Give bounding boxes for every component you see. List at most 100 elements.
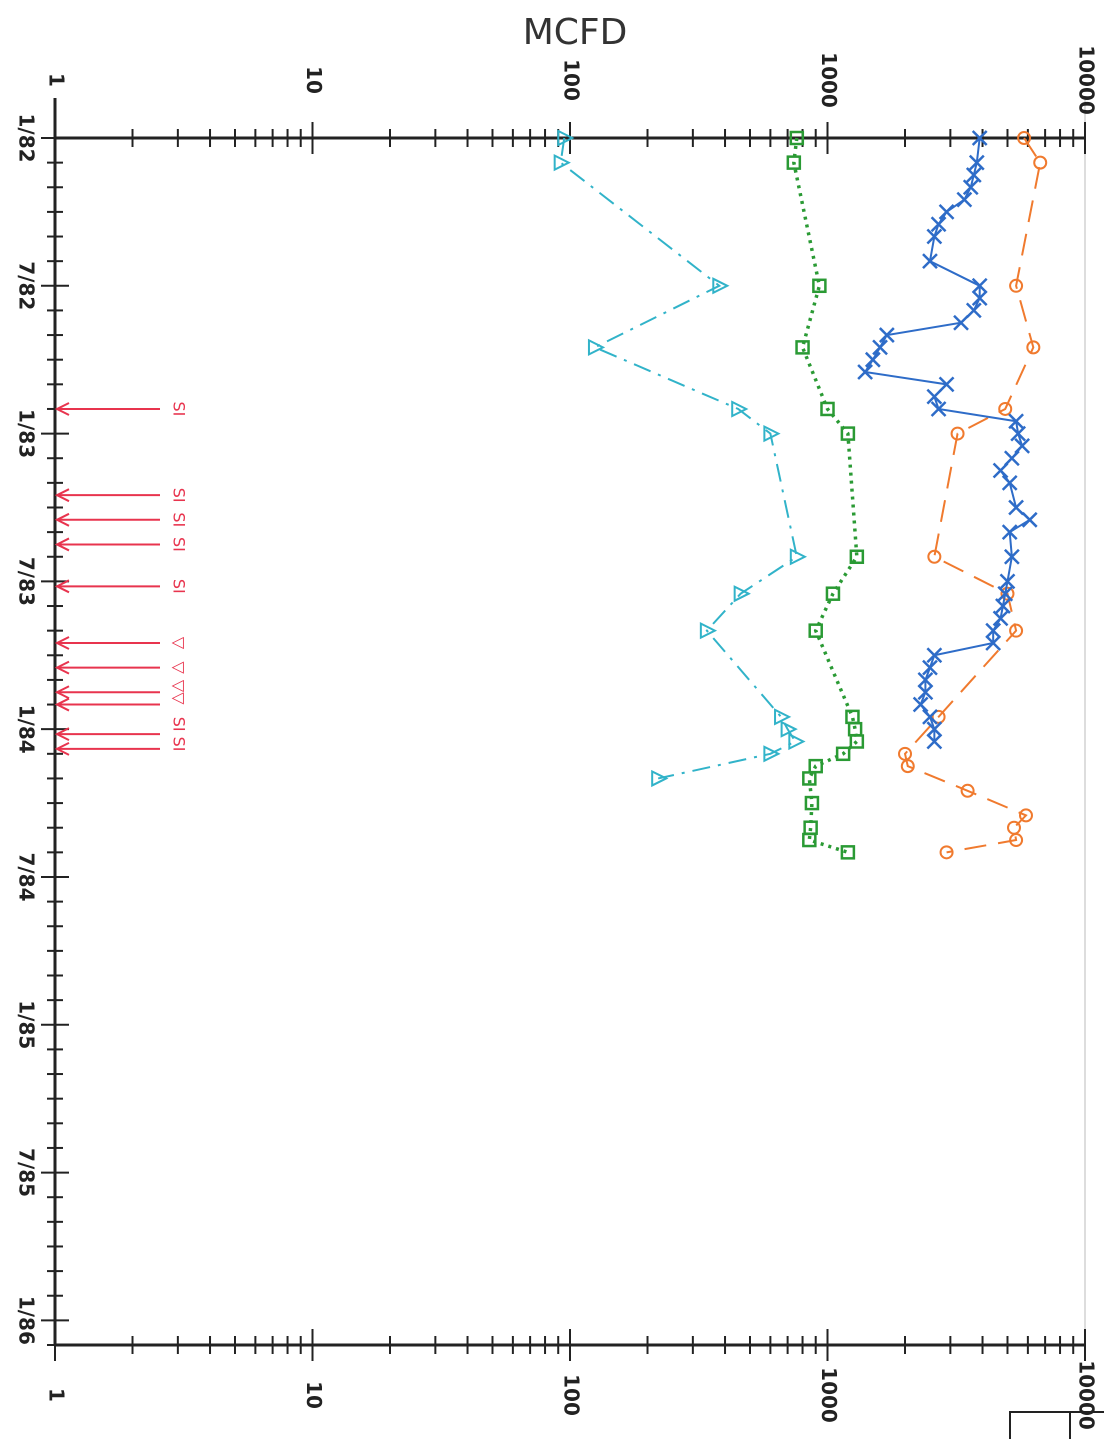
data-point-x xyxy=(965,302,982,319)
data-point-triangle xyxy=(553,154,571,172)
event-label: SI xyxy=(170,488,189,503)
bottom-value-tick-label: 1000 xyxy=(817,1367,841,1423)
data-point-triangle xyxy=(763,745,781,763)
data-point-x xyxy=(985,635,1002,651)
event-label: ▽ xyxy=(170,661,189,674)
time-tick-label: 1/84 xyxy=(15,705,39,754)
series-3 xyxy=(786,130,865,860)
event-arrow: SI xyxy=(54,537,189,552)
event-arrow: SI xyxy=(54,512,189,527)
data-point-square xyxy=(802,771,817,786)
data-point-x xyxy=(1001,474,1018,491)
data-point-x xyxy=(917,684,934,701)
data-point-circle xyxy=(1033,155,1048,170)
data-point-square xyxy=(812,278,827,294)
event-arrow xyxy=(54,741,160,756)
event-arrow: ▽▽ xyxy=(54,680,189,705)
data-point-square xyxy=(840,426,856,441)
data-point-circle xyxy=(1009,278,1024,293)
time-tick-label: 7/85 xyxy=(15,1148,39,1197)
data-point-x xyxy=(872,339,888,356)
data-point-x xyxy=(917,672,934,688)
series-1 xyxy=(898,131,1048,860)
bottom-value-tick-label: 100 xyxy=(560,1374,584,1416)
time-tick-label: 1/85 xyxy=(15,1000,39,1049)
data-point-square xyxy=(804,795,820,811)
event-label: ▽ xyxy=(170,637,189,650)
data-point-x xyxy=(857,364,874,380)
event-label: SI xyxy=(170,537,189,552)
data-point-x xyxy=(926,228,943,245)
series-2 xyxy=(857,130,1038,750)
data-point-square xyxy=(849,549,865,565)
data-point-x xyxy=(985,622,1002,639)
data-point-circle xyxy=(927,549,942,564)
data-point-circle xyxy=(1009,623,1024,638)
data-point-x xyxy=(926,388,943,405)
event-arrow xyxy=(54,697,160,712)
time-tick-label: 7/83 xyxy=(15,557,39,606)
data-point-circle xyxy=(931,709,946,724)
event-label: ▽▽ xyxy=(170,680,189,705)
event-arrow: SI xyxy=(54,402,189,417)
data-point-circle xyxy=(1018,808,1033,823)
top-value-tick-label: 10 xyxy=(302,66,326,94)
data-point-x xyxy=(938,204,955,220)
data-point-square xyxy=(795,340,810,355)
data-point-triangle xyxy=(557,129,575,147)
data-point-x xyxy=(930,216,947,233)
data-point-x xyxy=(971,290,988,306)
data-point-circle xyxy=(960,783,975,798)
data-point-circle xyxy=(900,759,915,774)
data-point-triangle xyxy=(733,585,751,603)
data-point-x xyxy=(992,610,1009,627)
data-point-x xyxy=(938,376,955,393)
data-point-x xyxy=(1008,413,1024,430)
data-point-circle xyxy=(1026,340,1041,355)
data-point-x xyxy=(1003,450,1020,467)
data-point-square xyxy=(825,586,841,601)
event-arrow: ▽ xyxy=(54,636,189,650)
data-point-square xyxy=(847,721,863,737)
data-point-x xyxy=(965,167,982,183)
series-4 xyxy=(553,129,808,788)
data-point-x xyxy=(1021,511,1038,528)
top-value-tick-label: 1000 xyxy=(817,52,841,108)
legend-box-fragment xyxy=(1009,1411,1104,1439)
top-value-tick-label: 10000 xyxy=(1075,45,1099,115)
data-point-triangle xyxy=(774,708,792,726)
data-point-triangle xyxy=(763,424,781,443)
series-line xyxy=(903,137,1042,854)
event-label: SI SI xyxy=(170,717,189,752)
data-point-triangle xyxy=(789,548,808,566)
data-point-x xyxy=(912,696,929,713)
data-point-square xyxy=(835,746,851,762)
event-label: SI xyxy=(170,402,189,417)
axes: 1 1 10 10 100 100 1000 1000 10000 10000 1/82 7/82 1/… xyxy=(15,45,1099,1430)
data-point-x xyxy=(1010,425,1027,442)
series-line xyxy=(559,137,798,780)
data-point-x xyxy=(992,462,1009,479)
event-arrow: SI xyxy=(54,488,189,503)
data-point-triangle xyxy=(731,400,749,418)
data-point-x xyxy=(995,598,1011,614)
data-point-x xyxy=(926,721,943,738)
data-point-circle xyxy=(998,401,1013,416)
data-point-square xyxy=(789,130,805,146)
bottom-value-tick-label: 1 xyxy=(45,1388,69,1402)
data-point-x xyxy=(1003,548,1020,565)
data-point-x xyxy=(1014,438,1031,454)
data-point-x xyxy=(930,401,947,417)
event-arrow: SI SI xyxy=(54,717,189,752)
time-tick-label: 1/82 xyxy=(15,113,39,162)
event-label: SI xyxy=(170,512,189,527)
bottom-value-tick-label: 10000 xyxy=(1075,1360,1099,1430)
data-point-circle xyxy=(950,426,965,441)
top-value-tick-label: 100 xyxy=(560,59,584,101)
event-label: SI xyxy=(170,579,189,594)
data-point-x xyxy=(997,585,1014,602)
data-point-x xyxy=(864,351,881,368)
data-point-x xyxy=(922,253,938,270)
